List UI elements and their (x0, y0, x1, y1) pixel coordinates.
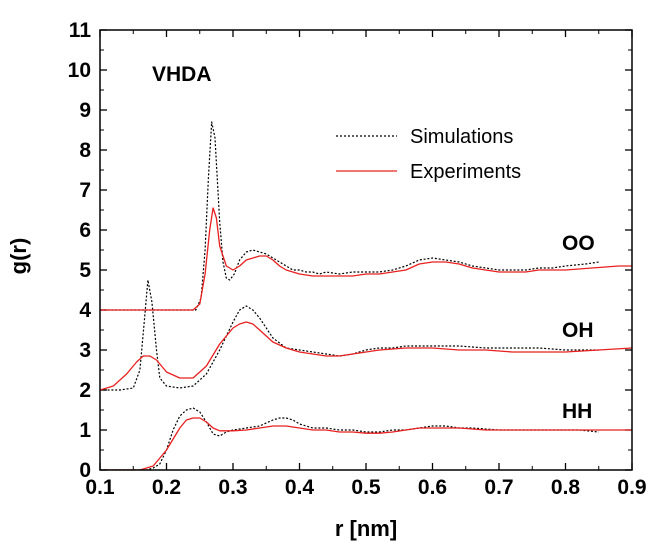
y-tick-label-11: 11 (69, 19, 92, 42)
x-tick-label-0.7: 0.7 (484, 476, 513, 499)
y-tick-label-7: 7 (79, 179, 91, 202)
y-tick-label-10: 10 (68, 59, 91, 82)
series-experiments-oo (100, 207, 632, 311)
y-tick-label-8: 8 (79, 139, 91, 162)
annotation-hh: HH (562, 400, 592, 423)
y-tick-label-3: 3 (79, 339, 91, 362)
x-tick-label-0.2: 0.2 (152, 476, 181, 499)
series-simulations-oo (100, 121, 599, 311)
x-tick-label-0.5: 0.5 (351, 476, 381, 499)
x-axis-ticks: 0.1 0.2 0.3 0.4 0.5 0.6 0.7 0.8 0.9 (85, 30, 647, 499)
x-tick-label-0.1: 0.1 (85, 476, 115, 499)
series-experiments-oh (100, 321, 632, 391)
series-experiments-hh (100, 417, 632, 470)
series-simulations-hh (100, 407, 599, 470)
y-tick-label-9: 9 (79, 99, 91, 122)
x-tick-label-0.4: 0.4 (285, 476, 315, 499)
x-tick-label-0.6: 0.6 (418, 476, 447, 499)
x-tick-label-0.8: 0.8 (551, 476, 581, 499)
y-tick-label-2: 2 (79, 379, 91, 402)
x-tick-label-0.3: 0.3 (218, 476, 247, 499)
y-axis-title: g(r) (6, 238, 31, 275)
x-axis-title: r [nm] (335, 516, 397, 541)
y-tick-label-4: 4 (79, 299, 91, 322)
annotation-oo: OO (562, 232, 595, 255)
x-tick-label-0.9: 0.9 (617, 476, 646, 499)
legend-label-experiments: Experiments (410, 161, 521, 183)
y-tick-label-0: 0 (79, 459, 91, 482)
plot-frame (99, 29, 633, 471)
annotation-oh: OH (562, 319, 594, 342)
y-axis-ticks: 0 1 2 3 4 5 6 7 8 9 10 11 (68, 19, 632, 482)
y-tick-label-5: 5 (79, 259, 91, 282)
annotation-vhda: VHDA (152, 63, 212, 86)
series-simulations-oh (100, 279, 599, 391)
y-tick-label-1: 1 (79, 419, 91, 442)
y-tick-label-6: 6 (79, 219, 91, 242)
legend-label-simulations: Simulations (410, 126, 513, 148)
series-layer (100, 121, 632, 470)
legend: Simulations Experiments (336, 126, 521, 183)
